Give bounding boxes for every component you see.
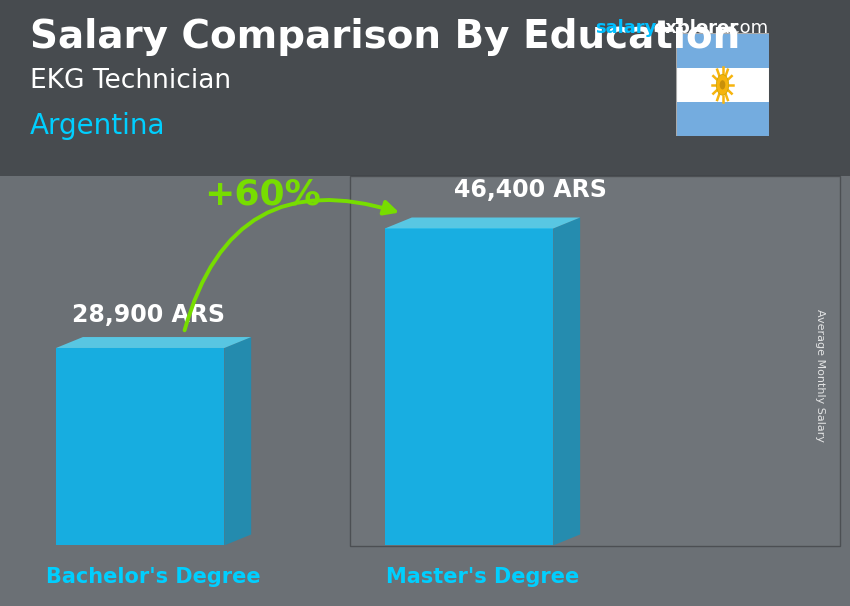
Text: .com: .com (724, 19, 768, 38)
Text: salary: salary (595, 19, 656, 38)
Text: 46,400 ARS: 46,400 ARS (455, 179, 607, 202)
FancyBboxPatch shape (350, 176, 840, 546)
Polygon shape (385, 218, 580, 228)
Text: Master's Degree: Master's Degree (386, 567, 579, 587)
Polygon shape (385, 228, 553, 545)
Bar (676, 102, 769, 136)
Text: 28,900 ARS: 28,900 ARS (71, 304, 224, 327)
Text: +60%: +60% (204, 178, 320, 211)
Text: explorer: explorer (653, 19, 738, 38)
Polygon shape (56, 337, 252, 348)
Bar (676, 68, 769, 102)
Polygon shape (224, 337, 252, 545)
Text: Argentina: Argentina (30, 112, 165, 140)
Circle shape (717, 75, 728, 95)
Bar (676, 33, 769, 68)
Polygon shape (56, 348, 224, 545)
Text: Salary Comparison By Education: Salary Comparison By Education (30, 18, 740, 56)
Polygon shape (553, 218, 580, 545)
Bar (0, 0, 850, 176)
Text: Average Monthly Salary: Average Monthly Salary (815, 309, 825, 442)
Text: Bachelor's Degree: Bachelor's Degree (47, 567, 261, 587)
Circle shape (720, 80, 725, 90)
Text: EKG Technician: EKG Technician (30, 68, 231, 94)
